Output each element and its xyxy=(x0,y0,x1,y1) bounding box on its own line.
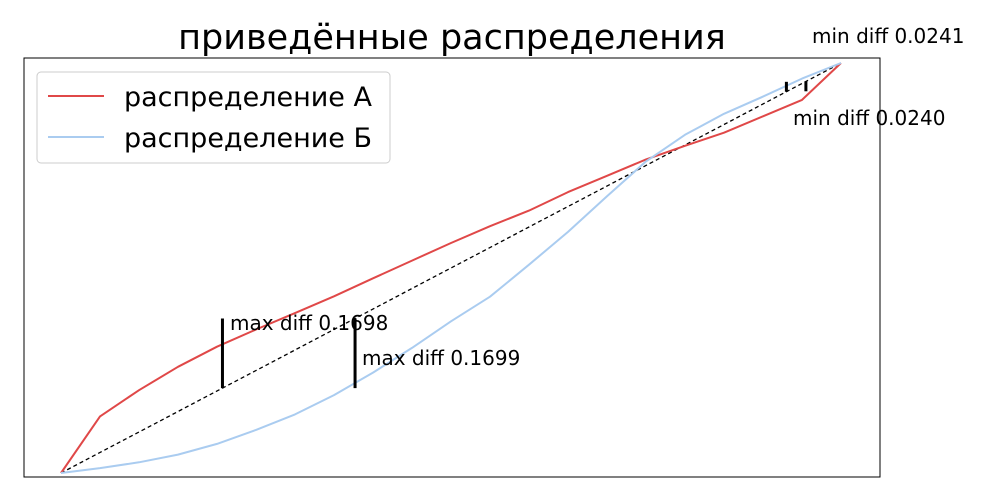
legend-label-series-a: распределение А xyxy=(124,82,372,113)
series-b-line xyxy=(60,62,842,474)
plot-area-frame xyxy=(23,57,881,478)
max-diff-a-label: max diff 0.1698 xyxy=(230,311,388,335)
min-diff-a-label: min diff 0.0241 xyxy=(812,24,964,48)
max-diff-b-label: max diff 0.1699 xyxy=(362,346,520,370)
series-a-line xyxy=(60,62,842,474)
legend: распределение А распределение Б xyxy=(36,71,391,164)
legend-label-series-b: распределение Б xyxy=(124,123,372,154)
chart-title: приведённые распределения xyxy=(178,18,726,58)
chart-marks xyxy=(60,62,842,474)
legend-box xyxy=(36,71,391,164)
annotation-layer: max diff 0.1698 max diff 0.1699 min diff 0… xyxy=(220,24,964,389)
min-diff-b-label: min diff 0.0240 xyxy=(793,106,945,130)
